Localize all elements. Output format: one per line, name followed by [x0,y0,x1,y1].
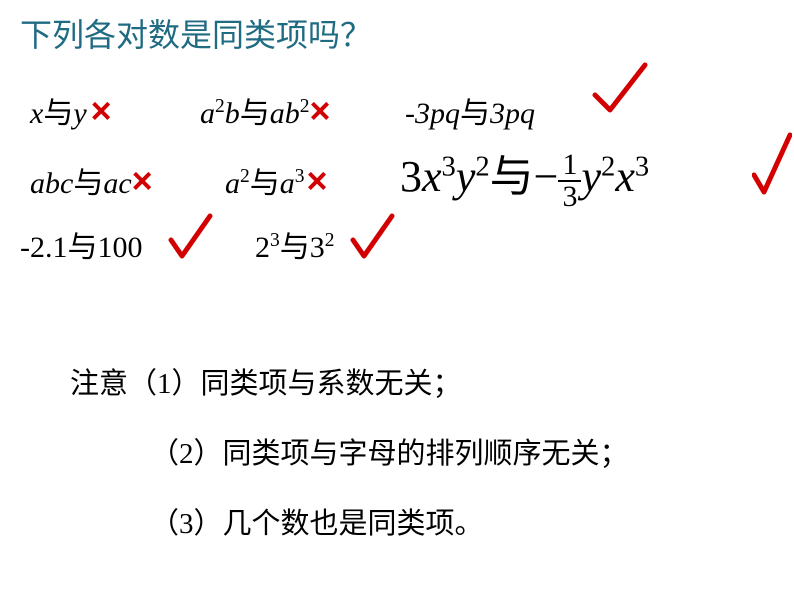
denominator: 3 [558,182,581,212]
val100: 100 [98,231,143,264]
yu: 与 [460,97,490,130]
expr-a2b: a2b [200,97,240,130]
title: 下列各对数是同类项吗？ [20,10,372,56]
row1-pair2: a2b与ab2× [200,88,331,132]
x: x [422,152,442,201]
expr-ac: ac [103,167,131,200]
row2-pair2: a2与a3× [225,158,328,202]
cross-mark: × [132,160,153,201]
note-1: 注意（1）同类项与系数无关； [70,360,462,402]
cross-mark: × [307,160,328,201]
expr-neg3pq: -3pq [405,97,460,130]
yu: 与 [43,97,73,130]
note-3: （3）几个数也是同类项。 [150,500,484,542]
exp2: 2 [601,151,615,182]
exp3: 3 [442,151,456,182]
expr-3pq: 3pq [490,97,535,130]
expr-a2: a2 [225,167,250,200]
two: 23 [255,231,280,264]
check-icon [752,130,792,210]
coef3: 3 [400,152,422,201]
neg: − [534,152,559,201]
expr-ab2: ab2 [270,97,310,130]
check-icon [168,212,213,262]
page: { "title": "下列各对数是同类项吗？", "title_color":… [0,0,794,596]
note-2: （2）同类项与字母的排列顺序无关； [150,430,629,472]
row1-pair1: x与y× [30,88,112,132]
yu: 与 [240,97,270,130]
cross-mark: × [91,90,112,131]
numerator: 1 [558,150,581,182]
row1-pair3: -3pq与3pq [405,88,535,132]
expr-x: x [30,97,43,130]
neg2p1: -2.1 [20,231,68,264]
y: y [456,152,476,201]
frac-1-3: 1 3 [558,150,581,212]
three: 32 [310,231,335,264]
cross-mark: × [310,90,331,131]
row2-pair3: 3x3y2与− 1 3 y2x3 [400,140,649,212]
yu: 与 [490,152,534,201]
x: x [615,152,635,201]
exp3: 3 [635,151,649,182]
expr-abc: abc [30,167,73,200]
row2-pair1: abc与ac× [30,158,153,202]
y: y [581,152,601,201]
expr-y: y [73,97,86,130]
row3-pair1: -2.1与100 [20,222,143,266]
row3-pair2: 23与32 [255,222,335,266]
exp2: 2 [475,151,489,182]
yu: 与 [280,231,310,264]
check-icon [590,60,650,120]
yu: 与 [250,167,280,200]
check-icon [350,212,395,262]
expr-a3: a3 [280,167,305,200]
yu: 与 [68,231,98,264]
yu: 与 [73,167,103,200]
